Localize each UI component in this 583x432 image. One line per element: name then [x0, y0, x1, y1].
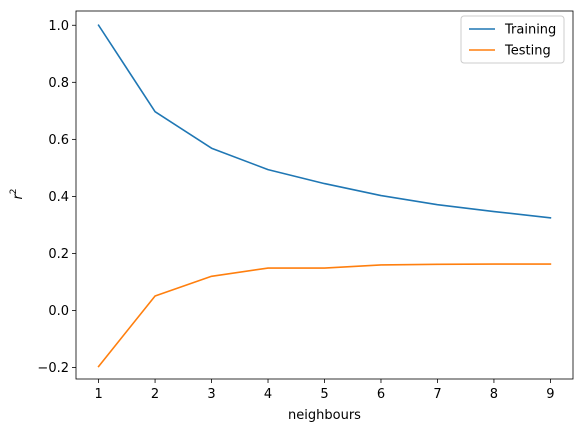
x-tick-label: 5	[320, 387, 328, 402]
x-axis-ticks: 1 2 3 4 5 6 7 8 9	[94, 379, 555, 402]
series-line-training	[97, 24, 552, 219]
series-line-testing	[97, 263, 552, 368]
plot-area	[75, 10, 574, 380]
series-layer	[97, 24, 552, 368]
y-tick-label: 0.4	[48, 190, 69, 205]
y-axis-ticks: −0.2 0.0 0.2 0.4 0.6 0.8 1.0	[37, 19, 76, 376]
legend-label-testing: Testing	[504, 44, 551, 59]
x-tick-label: 4	[264, 387, 272, 402]
y-axis-label: r2	[9, 188, 26, 199]
x-tick-label: 2	[151, 387, 159, 402]
y-axis-label-base: r	[11, 193, 26, 200]
x-tick-label: 3	[207, 387, 215, 402]
legend-label-training: Training	[504, 23, 556, 38]
y-tick-label: 1.0	[48, 19, 69, 34]
y-tick-label: 0.8	[48, 76, 69, 91]
axes-frame	[75, 10, 574, 380]
x-axis-label: neighbours	[288, 408, 361, 423]
y-tick-label: 0.2	[48, 247, 69, 262]
y-tick-label: 0.6	[48, 133, 69, 148]
x-tick-label: 6	[377, 387, 385, 402]
legend: Training Testing	[460, 15, 565, 64]
y-tick-label: 0.0	[48, 304, 69, 319]
y-tick-label: −0.2	[37, 361, 69, 376]
x-tick-label: 7	[433, 387, 441, 402]
x-tick-label: 9	[546, 387, 554, 402]
x-tick-label: 1	[94, 387, 102, 402]
x-tick-label: 8	[490, 387, 498, 402]
y-axis-label-superscript: 2	[9, 188, 19, 194]
legend-box	[460, 15, 565, 64]
